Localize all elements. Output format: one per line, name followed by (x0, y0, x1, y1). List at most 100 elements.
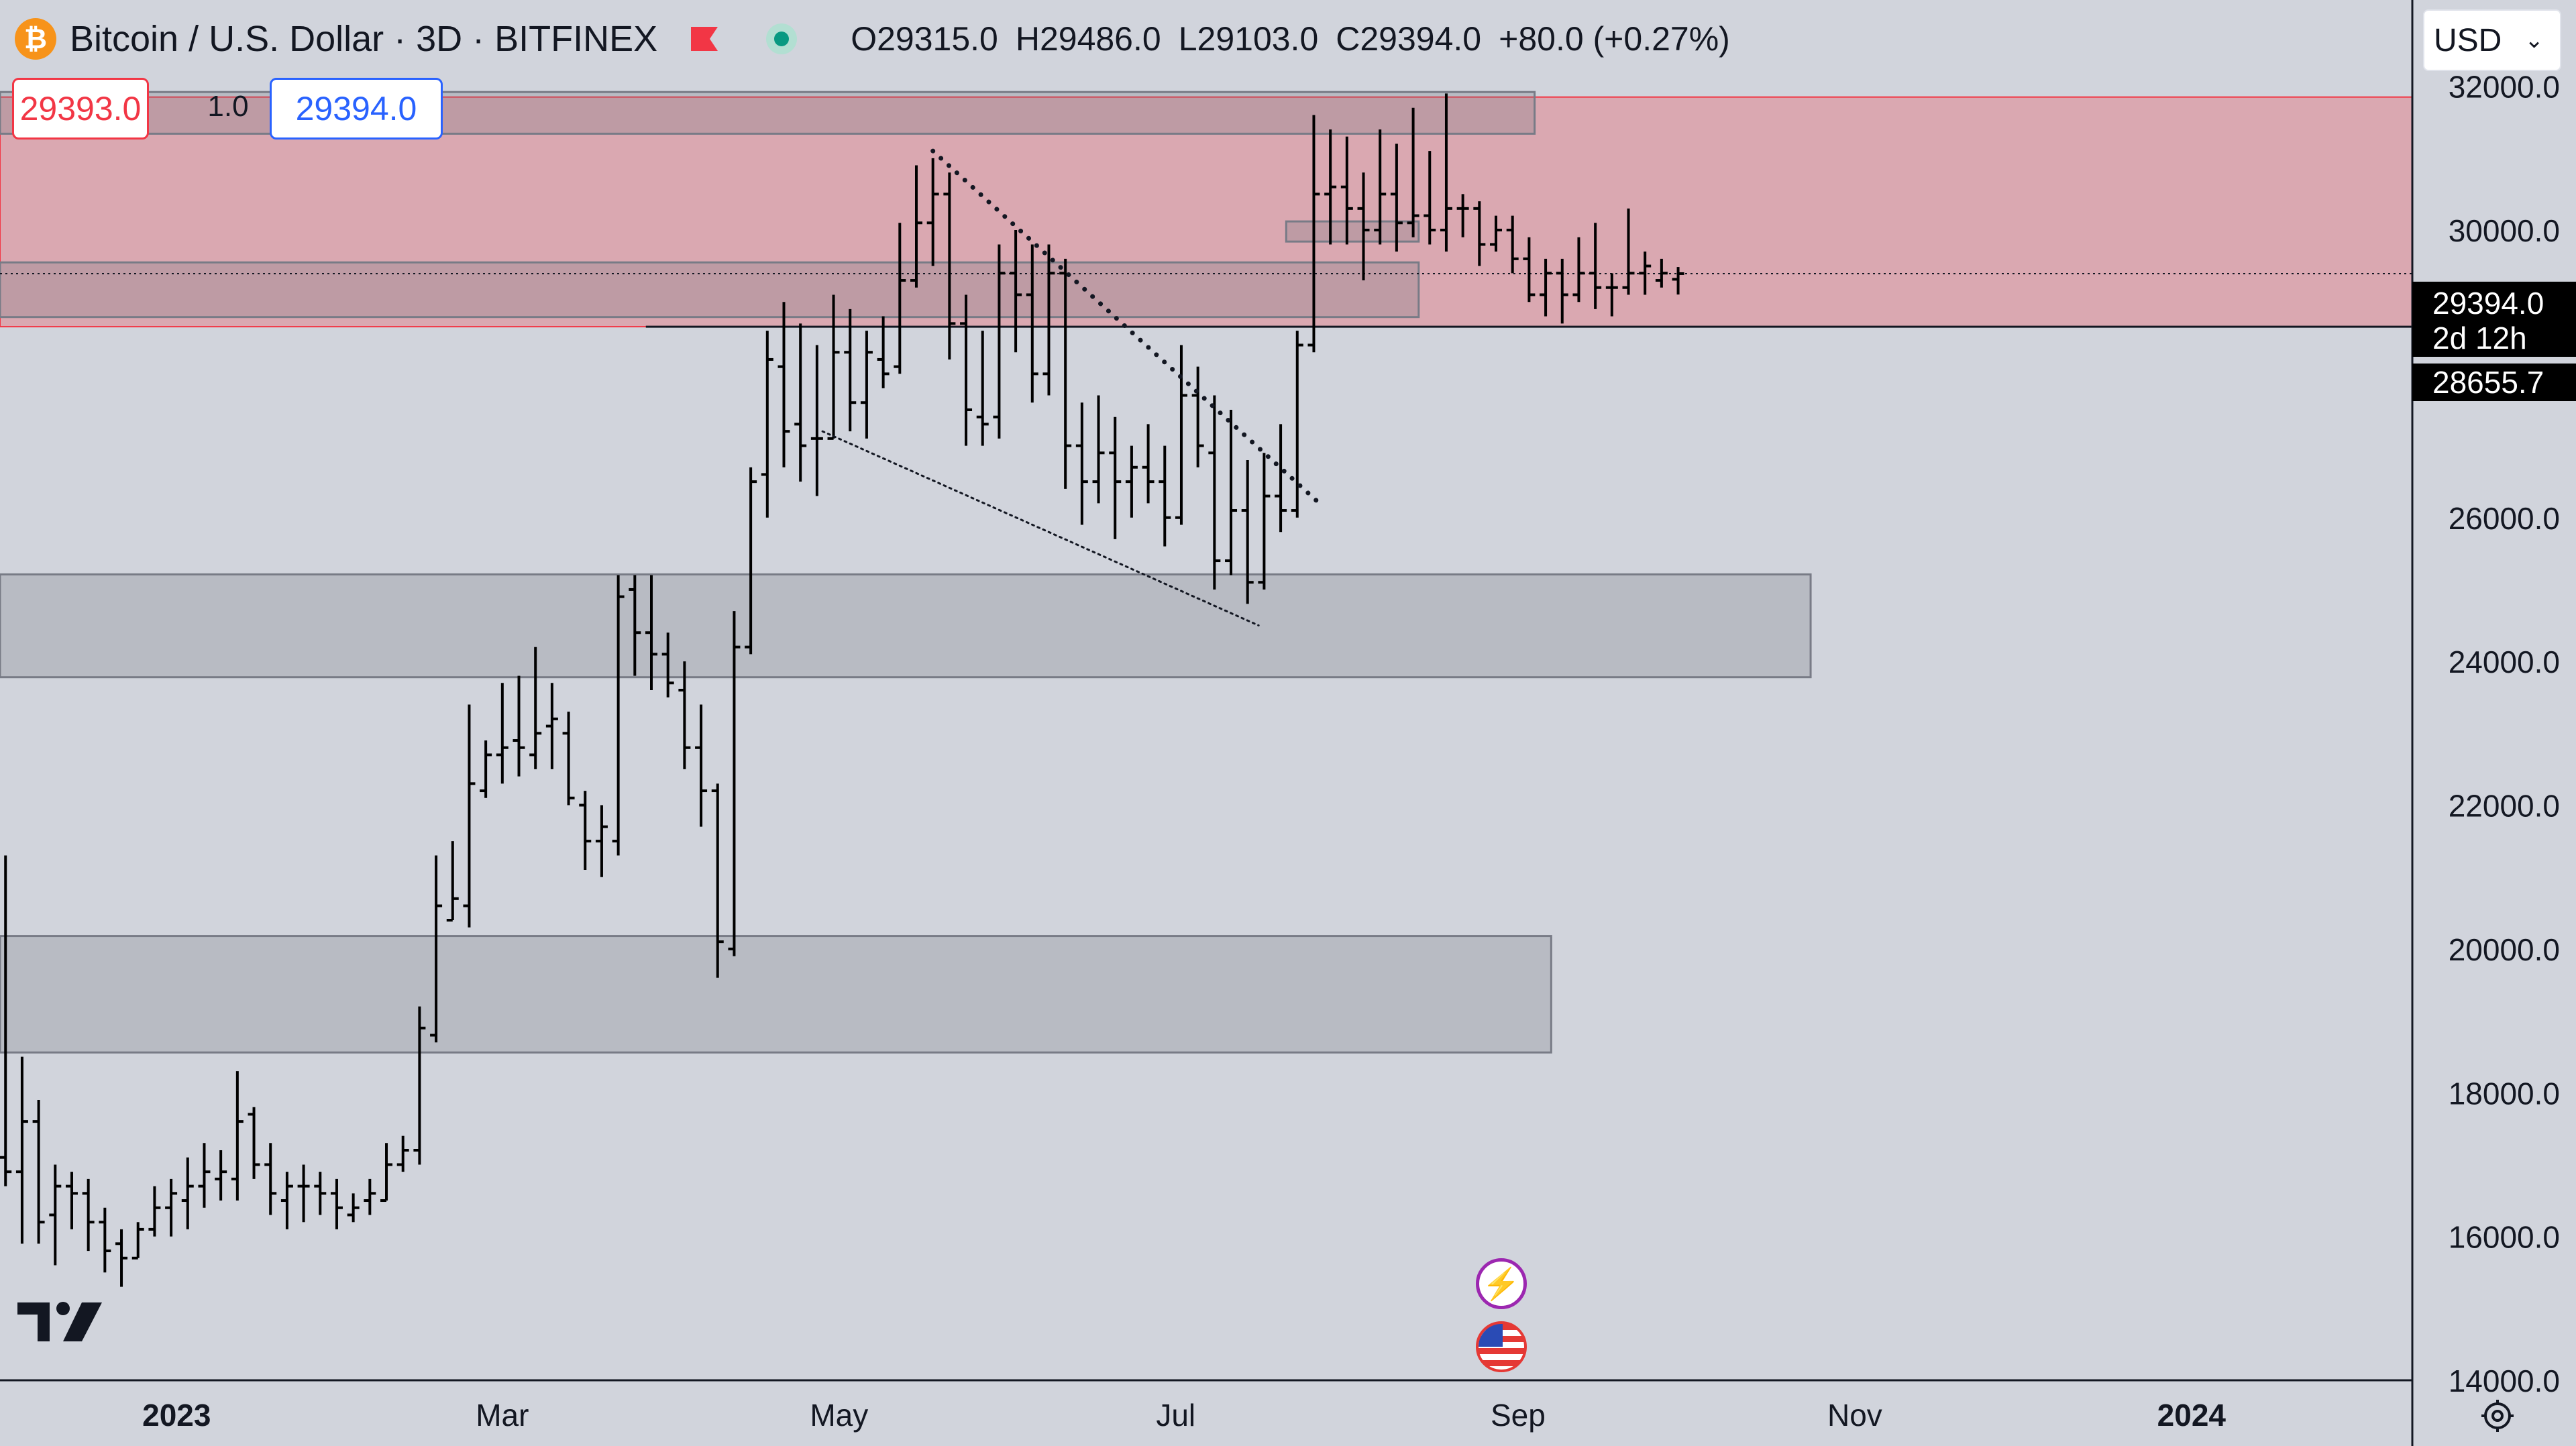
time-axis: 2023 Mar May Jul Sep Nov 2024 (142, 1398, 2226, 1433)
ohlc-bar-8 (131, 1222, 144, 1260)
ohlc-bar-18 (297, 1164, 310, 1223)
symbol-title[interactable]: Bitcoin / U.S. Dollar · 3D · BITFINEX (70, 19, 658, 59)
ohlc-bar-83 (1374, 129, 1387, 245)
ohlc-bar-93 (1540, 258, 1552, 317)
chevron-down-icon: ⌄ (2524, 27, 2544, 53)
ohlc-bar-35 (579, 791, 592, 870)
trendlines-layer (821, 148, 1322, 627)
ohlc-bar-87 (1440, 93, 1452, 252)
ohlc-bar-7 (115, 1229, 128, 1287)
price-axis: 32000.0 30000.0 26000.0 24000.0 22000.0 20000… (2449, 70, 2560, 1398)
tradingview-logo-icon[interactable] (17, 1298, 105, 1345)
ohlc-bars-layer (0, 93, 1684, 1287)
ohlc-bar-60 (993, 244, 1006, 439)
ohlc-bar-98 (1622, 208, 1635, 295)
ohlc-bar-91 (1506, 215, 1519, 274)
ohlc-bar-66 (1092, 395, 1105, 504)
time-tick-label: Sep (1491, 1398, 1546, 1433)
ohlc-bar-13 (215, 1150, 227, 1201)
ohlc-bar-67 (1109, 416, 1122, 539)
ohlc-bar-97 (1605, 273, 1618, 317)
time-tick-label: Mar (476, 1398, 529, 1433)
ohlc-bar-54 (894, 223, 906, 374)
buy-price-button[interactable]: 29394.0 (270, 78, 443, 140)
gear-icon[interactable] (2479, 1398, 2516, 1434)
ohlc-bar-52 (860, 331, 873, 439)
ohlc-bar-34 (562, 712, 575, 805)
ohlc-bar-17 (280, 1172, 293, 1229)
ohlc-bar-22 (364, 1178, 376, 1215)
ohlc-bar-16 (264, 1143, 277, 1215)
ohlc-bar-82 (1357, 172, 1370, 281)
ohlc-bar-31 (513, 675, 525, 777)
gray-zone-3 (1285, 220, 1420, 243)
ohlc-bar-38 (629, 575, 641, 676)
ohlc-bar-51 (844, 309, 857, 432)
flag-icon[interactable] (690, 25, 719, 52)
ohlc-bar-43 (711, 783, 724, 978)
gray-zone-4 (0, 573, 1812, 679)
ohlc-bar-90 (1490, 215, 1503, 252)
ohlc-bar-27 (446, 841, 459, 922)
ohlc-bar-0 (0, 855, 12, 1186)
ohlc-bar-95 (1572, 237, 1585, 302)
ohlc-bar-23 (380, 1143, 393, 1203)
ohlc-bar-101 (1672, 267, 1684, 295)
ohlc-bar-28 (463, 704, 476, 928)
time-tick-label: May (810, 1398, 868, 1433)
ohlc-bar-62 (1026, 244, 1038, 403)
time-tick-label: Nov (1827, 1398, 1882, 1433)
ohlc-bar-3 (49, 1164, 62, 1266)
us-flag-event-icon[interactable] (1476, 1321, 1527, 1372)
ohlc-bar-77 (1275, 424, 1287, 533)
ohlc-bar-55 (910, 165, 922, 288)
ohlc-bar-25 (413, 1006, 426, 1165)
ohlc-bar-46 (761, 331, 773, 518)
gray-zone-1 (0, 91, 1536, 135)
ohlc-bar-26 (430, 855, 443, 1043)
ohlc-bar-36 (595, 805, 608, 877)
price-tick-label: 22000.0 (2449, 789, 2560, 824)
last-price-tag: 29394.0 2d 12h (2412, 282, 2576, 357)
zones-layer (0, 91, 2413, 1054)
spread-value: 1.0 (207, 90, 249, 123)
price-tick-label: 20000.0 (2449, 932, 2560, 967)
ohlc-bar-65 (1075, 402, 1088, 525)
ohlc-high: H29486.0 (1015, 20, 1161, 58)
time-tick-label: 2024 (2157, 1398, 2226, 1433)
trendline-1 (821, 430, 1260, 627)
ohlc-bar-94 (1556, 258, 1568, 324)
currency-select[interactable]: USD ⌄ (2423, 9, 2561, 71)
ohlc-bar-76 (1258, 453, 1271, 590)
ohlc-bar-48 (794, 323, 807, 482)
ohlc-bar-75 (1241, 460, 1254, 604)
ohlc-values: O29315.0 H29486.0 L29103.0 C29394.0 +80.… (851, 19, 1730, 58)
gray-zone-2 (0, 261, 1420, 319)
ohlc-bar-92 (1523, 237, 1536, 302)
market-status-icon[interactable] (766, 23, 798, 54)
price-tick-label: 30000.0 (2449, 213, 2560, 248)
time-tick-label: 2023 (142, 1398, 211, 1433)
currency-label: USD (2434, 22, 2502, 58)
ohlc-bar-21 (347, 1193, 360, 1223)
ohlc-bar-4 (65, 1172, 78, 1229)
ohlc-bar-53 (877, 316, 890, 388)
ohlc-bar-85 (1407, 107, 1419, 237)
sell-price-button[interactable]: 29393.0 (12, 78, 149, 140)
ohlc-bar-37 (612, 575, 625, 856)
ohlc-bar-88 (1456, 194, 1469, 237)
ohlc-low: L29103.0 (1178, 20, 1319, 58)
ohlc-open: O29315.0 (851, 20, 998, 58)
ohlc-bar-40 (661, 632, 674, 698)
price-tick-label: 26000.0 (2449, 501, 2560, 536)
ohlc-bar-96 (1589, 223, 1602, 309)
ohlc-bar-64 (1059, 258, 1072, 489)
ohlc-bar-78 (1291, 331, 1303, 518)
ohlc-bar-84 (1390, 144, 1403, 252)
lightning-event-icon[interactable]: ⚡ (1476, 1258, 1527, 1309)
ohlc-bar-71 (1175, 345, 1187, 525)
ohlc-bar-42 (695, 704, 708, 827)
ohlc-bar-15 (248, 1107, 260, 1179)
